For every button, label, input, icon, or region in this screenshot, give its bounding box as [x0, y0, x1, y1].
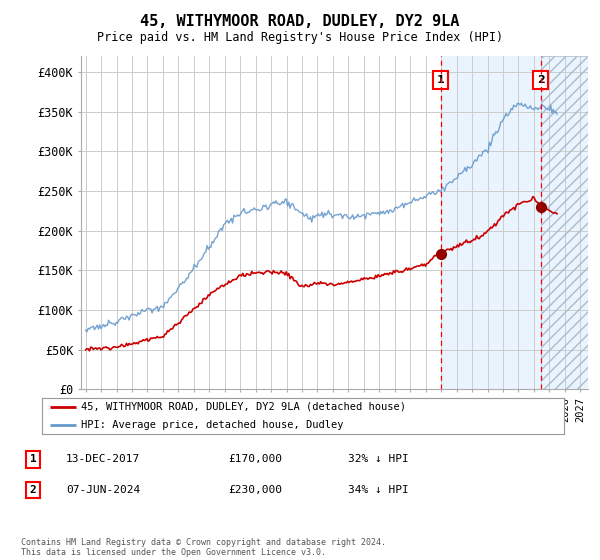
Text: 45, WITHYMOOR ROAD, DUDLEY, DY2 9LA: 45, WITHYMOOR ROAD, DUDLEY, DY2 9LA — [140, 14, 460, 29]
Text: Price paid vs. HM Land Registry's House Price Index (HPI): Price paid vs. HM Land Registry's House … — [97, 31, 503, 44]
Text: 13-DEC-2017: 13-DEC-2017 — [66, 454, 140, 464]
Text: 1: 1 — [29, 454, 37, 464]
Bar — [440, 56, 588, 389]
Text: HPI: Average price, detached house, Dudley: HPI: Average price, detached house, Dudl… — [81, 420, 344, 430]
Text: 34% ↓ HPI: 34% ↓ HPI — [348, 485, 409, 495]
Text: Contains HM Land Registry data © Crown copyright and database right 2024.
This d: Contains HM Land Registry data © Crown c… — [21, 538, 386, 557]
Text: 2: 2 — [29, 485, 37, 495]
Text: 45, WITHYMOOR ROAD, DUDLEY, DY2 9LA (detached house): 45, WITHYMOOR ROAD, DUDLEY, DY2 9LA (det… — [81, 402, 406, 412]
Text: 07-JUN-2024: 07-JUN-2024 — [66, 485, 140, 495]
Text: £170,000: £170,000 — [228, 454, 282, 464]
Bar — [541, 56, 588, 389]
Text: 2: 2 — [537, 75, 545, 85]
Text: £230,000: £230,000 — [228, 485, 282, 495]
Text: 32% ↓ HPI: 32% ↓ HPI — [348, 454, 409, 464]
Text: 1: 1 — [437, 75, 445, 85]
